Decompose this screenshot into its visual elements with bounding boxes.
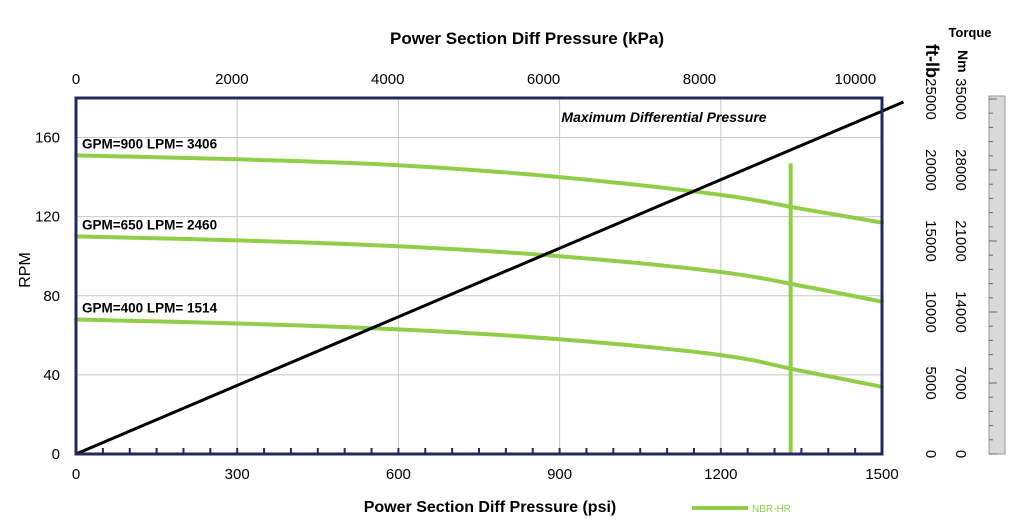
top-tick-label: 8000: [683, 71, 716, 88]
x-axis-title: Power Section Diff Pressure (psi): [364, 499, 617, 516]
torque-ftlb-tick-label: 15000: [922, 220, 939, 262]
series-label: GPM=650 LPM= 2460: [82, 217, 217, 232]
torque-nm-tick-label: 0: [952, 450, 969, 458]
torque-scale-bar: [988, 95, 1006, 455]
legend-label: NBR-HR: [752, 504, 791, 515]
torque-ftlb-tick-label: 10000: [922, 291, 939, 333]
x-tick-label: 600: [386, 466, 411, 483]
grid: [76, 98, 882, 454]
torque-ftlb-tick-labels: 0 5000 10000 15000 20000 25000: [922, 78, 939, 458]
top-tick-label: 4000: [371, 71, 404, 88]
y-tick-label: 80: [43, 288, 60, 305]
series-label: GPM=900 LPM= 3406: [82, 136, 218, 151]
torque-ftlb-label: ft-lb: [922, 44, 942, 78]
torque-nm-tick-label: 7000: [952, 366, 969, 399]
plot-frame: [74, 96, 884, 456]
y-tick-labels: 0 40 80 120 160: [35, 130, 60, 463]
torque-ftlb-tick-label: 5000: [922, 366, 939, 399]
series-line: [74, 234, 884, 304]
torque-ftlb-tick-label: 0: [922, 450, 939, 458]
x-tick-labels-kpa: 0 2000 4000 6000 8000 10000: [72, 71, 876, 88]
series-labels: GPM=900 LPM= 3406 GPM=650 LPM= 2460 GPM=40…: [82, 136, 218, 315]
series-line: [74, 153, 884, 225]
x-tick-label: 1200: [704, 466, 737, 483]
top-tick-label: 0: [72, 71, 80, 88]
x-tick-labels-psi: 0 300 600 900 1200 1500: [72, 466, 899, 483]
y-axis-title: RPM: [17, 252, 34, 288]
torque-ftlb-tick-label: 20000: [922, 149, 939, 191]
top-tick-label: 6000: [527, 71, 560, 88]
max-dp-annotation: Maximum Differential Pressure: [561, 109, 766, 125]
torque-ftlb-tick-label: 25000: [922, 78, 939, 120]
top-tick-label: 2000: [215, 71, 248, 88]
torque-scale-bar-ticks: [989, 98, 997, 455]
top-tick-label: 10000: [834, 71, 876, 88]
torque-line: [75, 100, 905, 456]
torque-nm-tick-labels: 0 7000 14000 21000 28000 35000: [952, 78, 969, 458]
y-tick-label: 40: [43, 367, 60, 384]
torque-nm-label: Nm: [955, 50, 971, 73]
top-axis-title: Power Section Diff Pressure (kPa): [390, 29, 664, 48]
y-tick-label: 120: [35, 209, 60, 226]
torque-nm-tick-label: 14000: [952, 291, 969, 333]
x-tick-label: 1500: [865, 466, 898, 483]
plot-area: [76, 98, 882, 454]
y-tick-label: 0: [52, 446, 60, 463]
torque-title: Torque: [948, 25, 991, 40]
series-line: [74, 317, 884, 389]
x-tick-label: 0: [72, 466, 80, 483]
torque-nm-tick-label: 28000: [952, 149, 969, 191]
series-label: GPM=400 LPM= 1514: [82, 301, 218, 316]
torque-nm-tick-label: 35000: [952, 78, 969, 120]
x-tick-label: 900: [547, 466, 572, 483]
torque-nm-tick-label: 21000: [952, 220, 969, 262]
series-lines: [74, 153, 884, 389]
y-tick-label: 160: [35, 130, 60, 147]
x-tick-label: 300: [225, 466, 250, 483]
